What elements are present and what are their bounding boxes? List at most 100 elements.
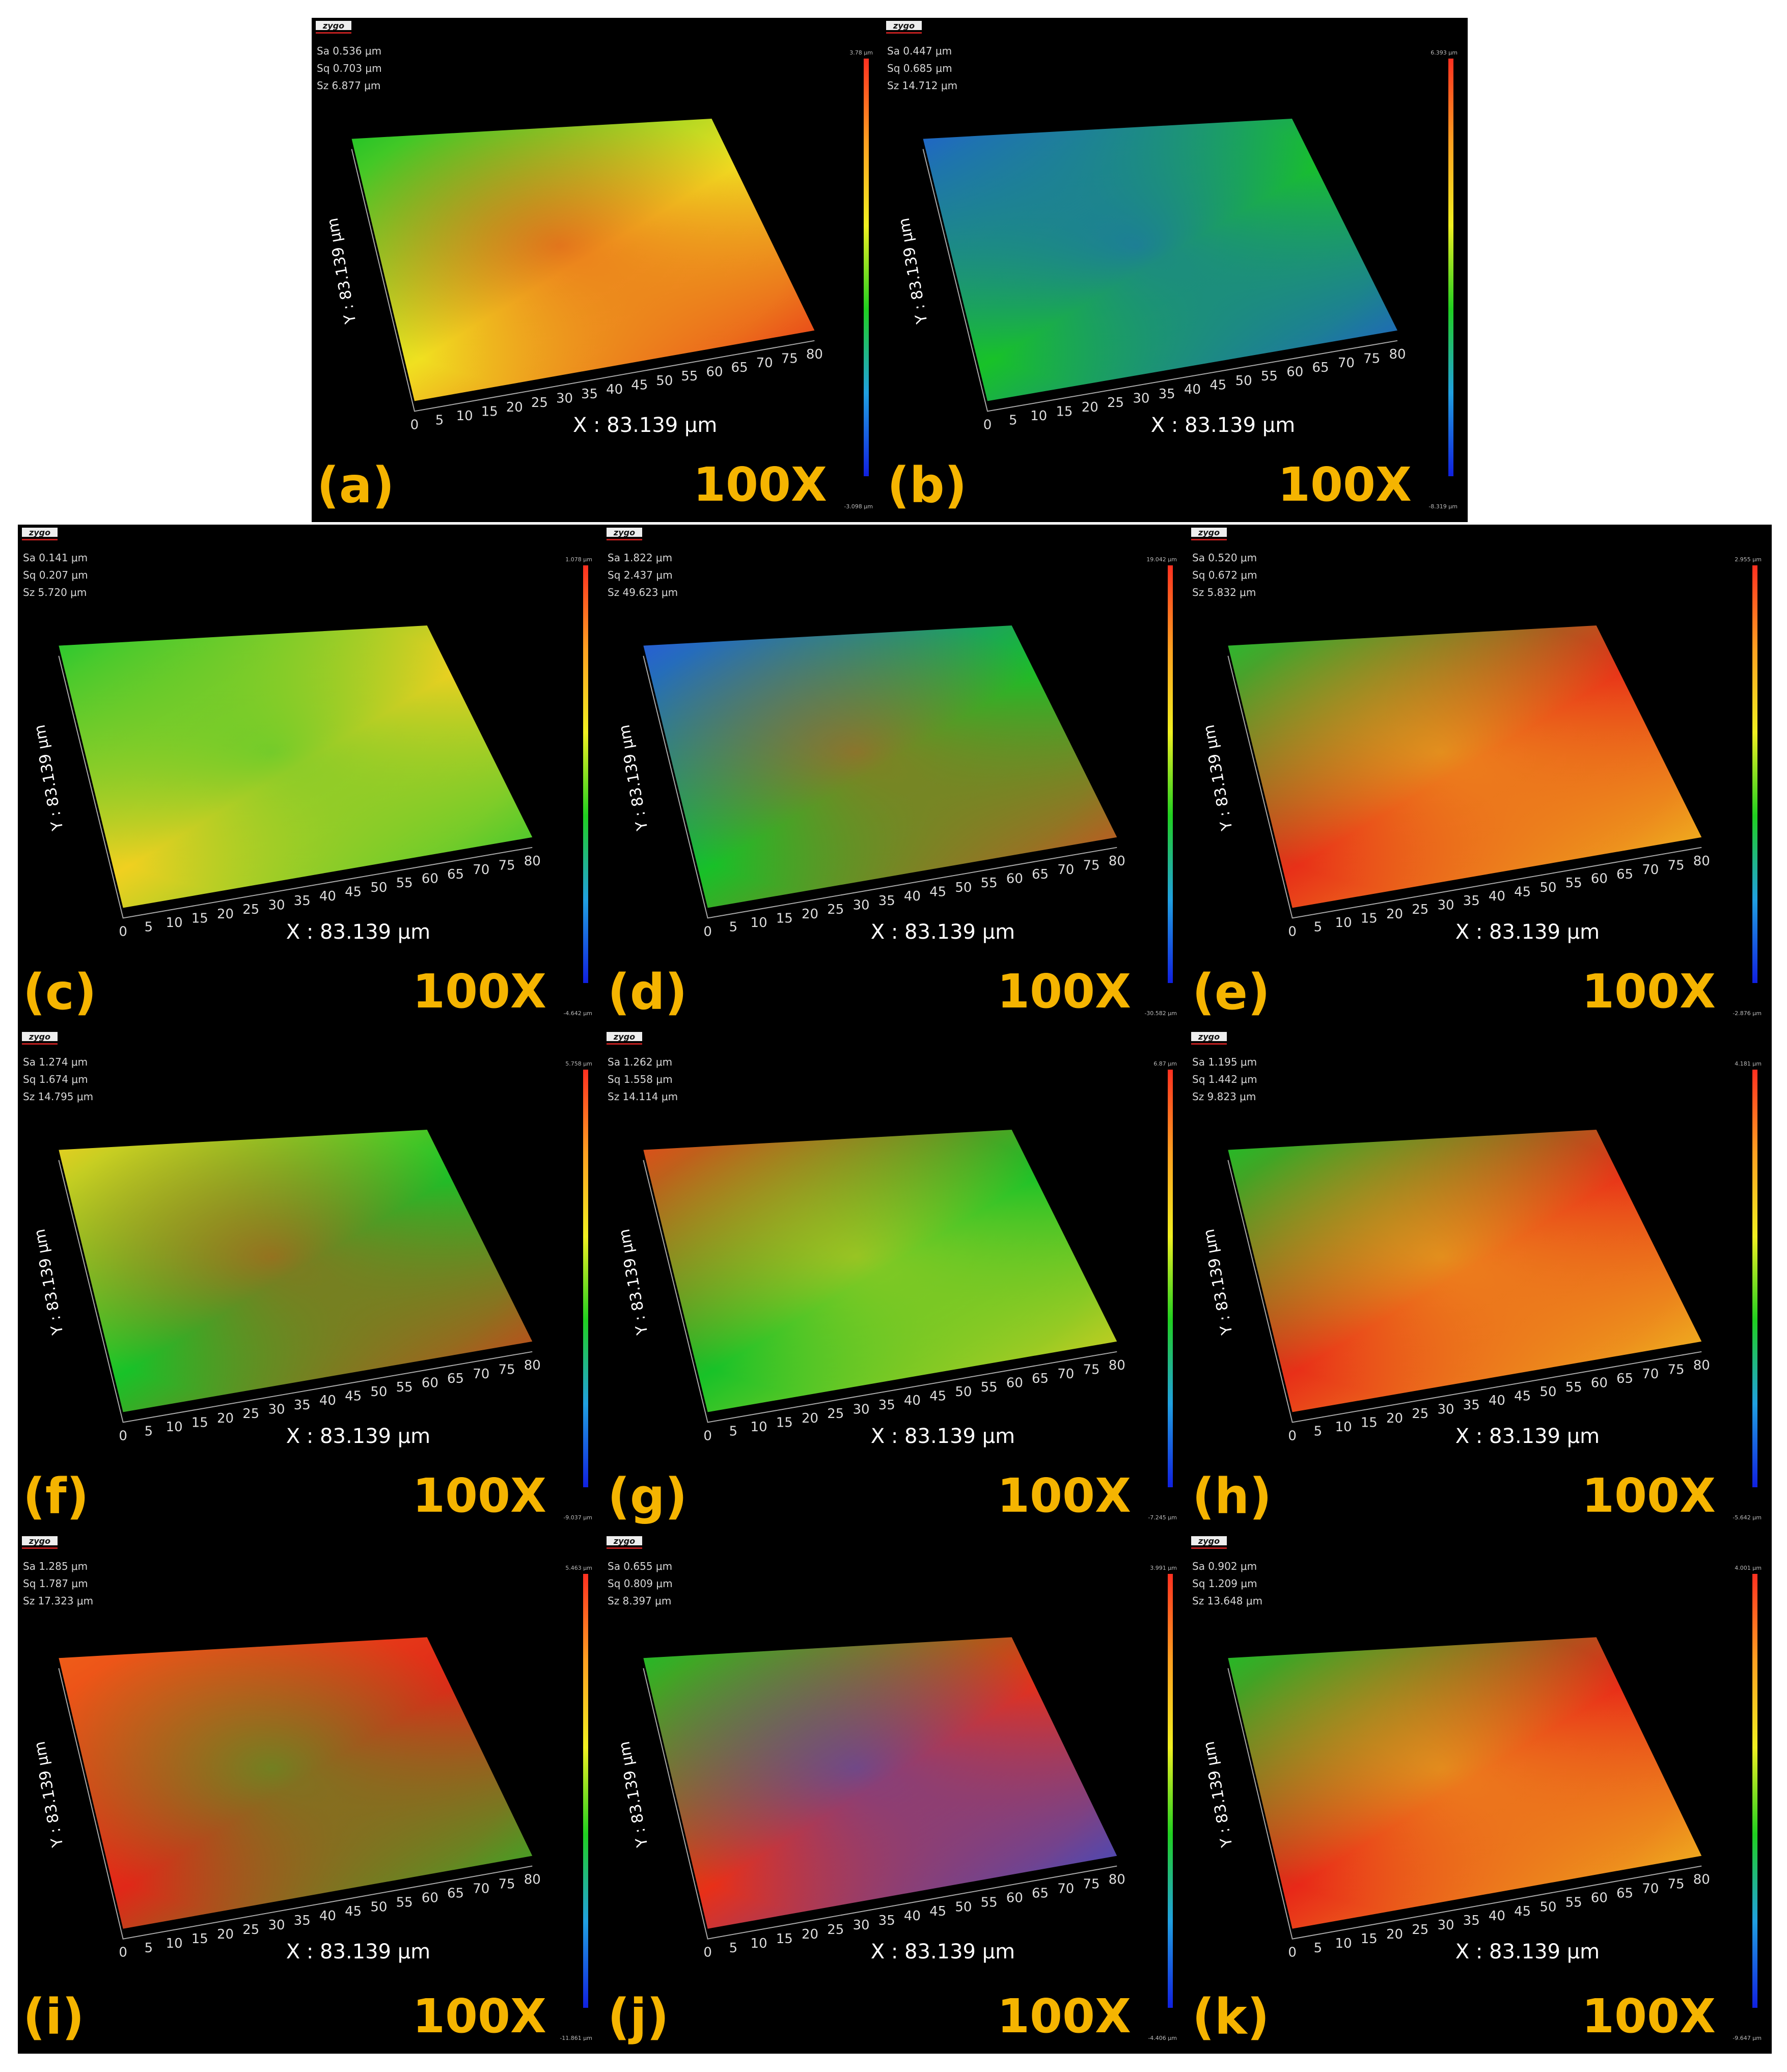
x-tick-label: 10 <box>166 1420 183 1435</box>
x-tick-label: 10 <box>751 1936 767 1951</box>
roughness-sq: Sq 0.207 μm <box>23 569 88 581</box>
colorbar-max-label: 1.078 μm <box>565 556 592 563</box>
surface-plot: 0 5 10 15 20 25 30 35 40 45 50 55 60 65 70 75 80 X : 83.1… <box>1200 625 1710 944</box>
x-tick-label: 5 <box>729 920 738 935</box>
colorbar-min-label: -9.037 μm <box>563 1514 592 1521</box>
panel-letter: (g) <box>608 1468 688 1525</box>
axis-frame <box>58 1160 533 1423</box>
x-tick-label: 30 <box>268 1402 285 1417</box>
roughness-stats: Sa 1.195 μm Sq 1.442 μm Sz 9.823 μm <box>1192 1053 1257 1105</box>
roughness-stats: Sa 1.285 μm Sq 1.787 μm Sz 17.323 μm <box>23 1558 93 1610</box>
x-tick-label: 80 <box>1389 347 1406 362</box>
y-axis-title: Y : 83.139 μm <box>616 1740 652 1849</box>
magnification-label: 100X <box>1582 964 1716 1019</box>
roughness-stats: Sa 0.902 μm Sq 1.209 μm Sz 13.648 μm <box>1192 1558 1262 1610</box>
roughness-sq: Sq 0.703 μm <box>317 62 382 74</box>
axis-frame <box>922 149 1398 412</box>
colorbar-max-label: 6.393 μm <box>1431 49 1458 56</box>
colorbar-max-label: 5.463 μm <box>565 1565 592 1571</box>
x-tick-label: 30 <box>1133 391 1149 406</box>
x-tick-label: 60 <box>1006 871 1023 886</box>
x-tick-label: 60 <box>1006 1890 1023 1905</box>
roughness-stats: Sa 0.520 μm Sq 0.672 μm Sz 5.832 μm <box>1192 549 1257 601</box>
x-axis-title: X : 83.139 μm <box>286 920 430 944</box>
zygo-logo: zygo <box>22 1032 58 1045</box>
x-tick-label: 65 <box>447 867 464 882</box>
x-tick-label: 65 <box>1616 1371 1633 1386</box>
surface-panel: 0 5 10 15 20 25 30 35 40 45 50 55 60 65 70 75 80 X : 83.1… <box>602 1029 1187 1533</box>
x-tick-label: 25 <box>827 902 844 917</box>
x-tick-label: 50 <box>955 1384 972 1400</box>
zygo-logo: zygo <box>607 1032 642 1045</box>
colorbar-min-label: -7.245 μm <box>1148 1514 1177 1521</box>
x-tick-label: 25 <box>827 1406 844 1422</box>
roughness-sz: Sz 14.712 μm <box>887 79 958 92</box>
x-tick-label: 55 <box>1565 876 1582 891</box>
magnification-label: 100X <box>997 964 1131 1019</box>
surface-plot: 0 5 10 15 20 25 30 35 40 45 50 55 60 65 70 75 80 X : 83.1… <box>31 1130 541 1448</box>
x-tick-label: 60 <box>706 364 723 379</box>
roughness-stats: Sa 0.447 μm Sq 0.685 μm Sz 14.712 μm <box>887 42 957 94</box>
x-tick-label: 35 <box>1159 387 1175 402</box>
x-tick-label: 80 <box>1109 854 1125 869</box>
roughness-sq: Sq 0.672 μm <box>1192 569 1257 581</box>
x-tick-label: 5 <box>145 920 153 935</box>
y-axis-title: Y : 83.139 μm <box>31 1228 67 1337</box>
y-axis-title: Y : 83.139 μm <box>1200 1228 1236 1337</box>
x-tick-label: 75 <box>498 1362 515 1377</box>
x-tick-label: 35 <box>878 1398 895 1413</box>
x-axis-title: X : 83.139 μm <box>871 920 1015 944</box>
x-tick-label: 25 <box>242 1922 259 1938</box>
x-tick-label: 55 <box>1565 1380 1582 1395</box>
surface-plot: 0 5 10 15 20 25 30 35 40 45 50 55 60 65 70 75 80 X : 83.1… <box>324 119 823 437</box>
x-tick-label: 10 <box>751 915 767 931</box>
height-colorbar <box>1168 565 1173 983</box>
x-tick-label: 20 <box>802 1927 818 1942</box>
magnification-label: 100X <box>413 1468 546 1523</box>
x-tick-label: 0 <box>1288 1945 1297 1960</box>
x-tick-label: 50 <box>656 373 673 389</box>
x-tick-label: 80 <box>1109 1358 1125 1373</box>
x-tick-label: 65 <box>447 1371 464 1386</box>
x-tick-label: 45 <box>929 1388 946 1404</box>
x-tick-label: 50 <box>955 1899 972 1915</box>
y-axis-title: Y : 83.139 μm <box>1200 1740 1236 1849</box>
zygo-logo: zygo <box>607 528 642 540</box>
x-axis-title: X : 83.139 μm <box>871 1425 1015 1448</box>
x-tick-label: 0 <box>119 1428 127 1443</box>
svg-text:zygo: zygo <box>893 21 915 31</box>
surface-plot: 0 5 10 15 20 25 30 35 40 45 50 55 60 65 70 75 80 X : 83.1… <box>1200 1637 1710 1964</box>
x-tick-label: 15 <box>1361 911 1378 926</box>
svg-text:zygo: zygo <box>613 1536 635 1546</box>
zygo-logo: zygo <box>22 1536 58 1549</box>
x-tick-label: 5 <box>145 1941 153 1956</box>
surface-plot: 0 5 10 15 20 25 30 35 40 45 50 55 60 65 70 75 80 X : 83.1… <box>616 625 1125 944</box>
roughness-sq: Sq 1.787 μm <box>23 1577 88 1590</box>
x-axis-title: X : 83.139 μm <box>1455 1940 1600 1964</box>
surface-feature-overlay <box>1228 625 1702 908</box>
x-tick-label: 40 <box>1184 382 1201 397</box>
panel-letter: (e) <box>1192 964 1270 1021</box>
svg-text:zygo: zygo <box>29 1536 50 1546</box>
panel-letter: (d) <box>608 964 688 1021</box>
x-tick-label: 45 <box>345 884 362 899</box>
x-tick-label: 10 <box>166 1936 183 1951</box>
x-tick-label: 60 <box>1286 364 1303 379</box>
magnification-label: 100X <box>1582 1468 1716 1523</box>
x-tick-label: 25 <box>827 1922 844 1938</box>
roughness-sq: Sq 1.209 μm <box>1192 1577 1257 1590</box>
surface-panel: 0 5 10 15 20 25 30 35 40 45 50 55 60 65 70 75 80 X : 83.1… <box>602 525 1187 1029</box>
x-tick-label: 10 <box>166 915 183 931</box>
x-tick-label: 5 <box>1314 920 1323 935</box>
surface-feature-overlay <box>643 1637 1117 1929</box>
x-tick-label: 70 <box>473 1367 489 1382</box>
x-tick-label: 0 <box>1288 1428 1297 1443</box>
height-colorbar <box>1752 1574 1757 2008</box>
x-tick-label: 65 <box>1032 1371 1049 1386</box>
x-tick-label: 20 <box>217 1411 234 1426</box>
surface-panel: 0 5 10 15 20 25 30 35 40 45 50 55 60 65 70 75 80 X : 83.1… <box>18 525 602 1029</box>
x-tick-label: 55 <box>981 1380 998 1395</box>
x-tick-label: 70 <box>1057 1367 1074 1382</box>
roughness-stats: Sa 0.141 μm Sq 0.207 μm Sz 5.720 μm <box>23 549 88 601</box>
roughness-sz: Sz 17.323 μm <box>23 1595 94 1607</box>
